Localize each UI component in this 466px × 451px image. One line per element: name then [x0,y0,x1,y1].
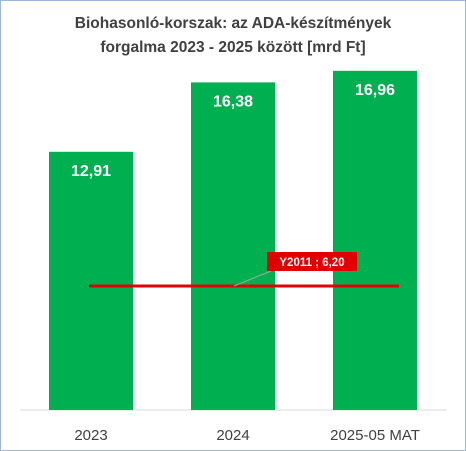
x-tick-label-0: 2023 [74,427,107,444]
data-label-2: 16,96 [355,82,395,99]
bar-0 [49,151,133,411]
chart-title-line-1: Biohasonló-korszak: az ADA-készítmények [75,15,392,32]
reference-label-box [267,252,357,271]
x-tick-label-1: 2024 [216,427,249,444]
bar-1 [191,82,275,411]
reference-label: Y2011 ; 6,20 [279,257,344,269]
x-tick-label-2: 2025-05 MAT [330,427,420,444]
data-label-0: 12,91 [71,163,111,180]
chart-title-line-2: forgalma 2023 - 2025 között [mrd Ft] [100,39,365,56]
bar-2 [333,70,417,411]
data-label-1: 16,38 [213,93,253,110]
reference-label-leader [233,270,272,287]
